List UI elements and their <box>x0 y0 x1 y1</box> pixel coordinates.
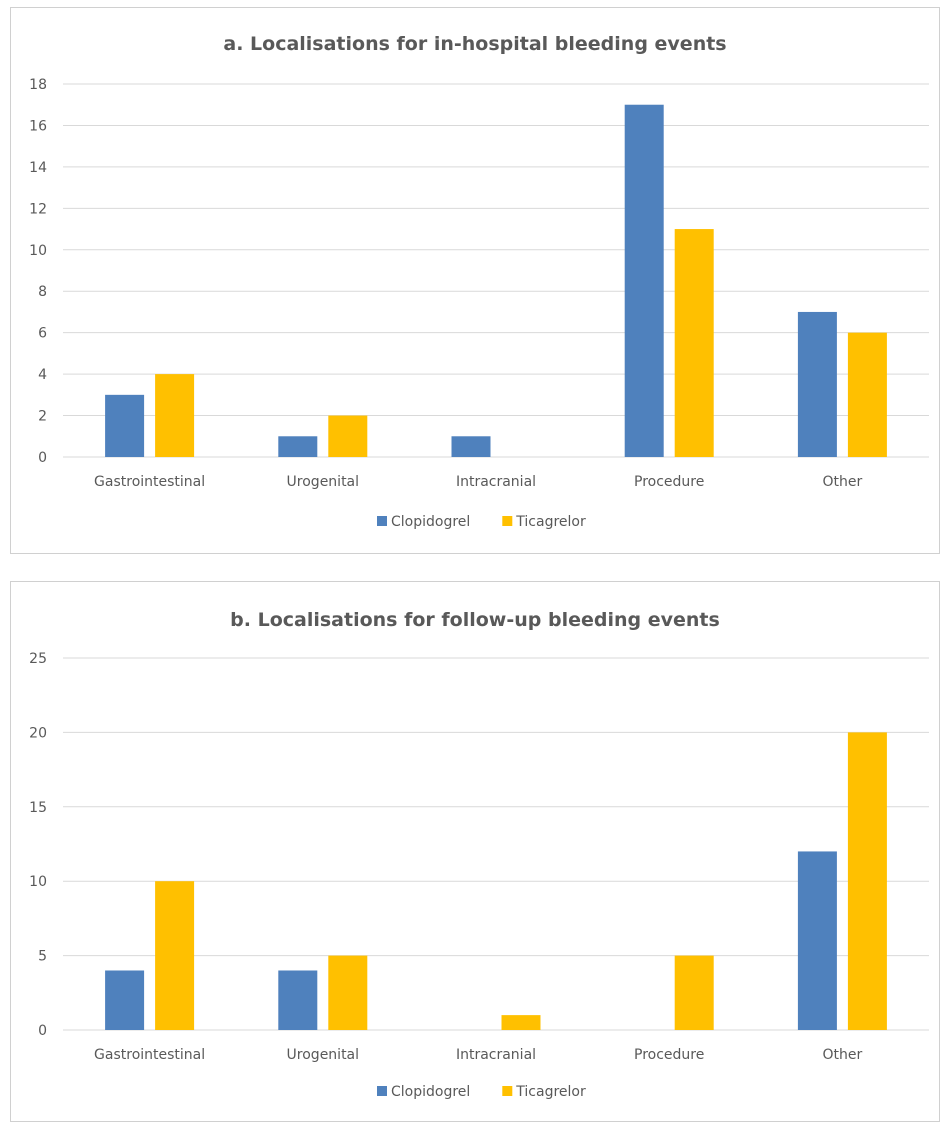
chart-b-bar-clopidogrel-gastrointestinal <box>105 970 145 1030</box>
chart-a-legend-label-clopidogrel: Clopidogrel <box>391 514 470 530</box>
chart-b-xtick-label: Procedure <box>634 1047 704 1063</box>
chart-b: b. Localisations for follow-up bleeding … <box>29 609 929 1100</box>
chart-a-bar-clopidogrel-urogenital <box>278 436 318 457</box>
chart-b-ytick-label: 5 <box>38 949 47 965</box>
chart-b-bar-ticagrelor-intracranial <box>501 1015 541 1030</box>
chart-b-ytick-label: 25 <box>29 651 47 667</box>
chart-a-ytick-label: 6 <box>38 326 47 342</box>
chart-a-ytick-label: 14 <box>29 160 47 176</box>
chart-b-ytick-label: 0 <box>38 1023 47 1039</box>
chart-a: a. Localisations for in-hospital bleedin… <box>29 33 929 530</box>
chart-b-bar-ticagrelor-gastrointestinal <box>155 881 195 1030</box>
chart-a-bar-ticagrelor-other <box>847 332 887 457</box>
chart-b-ytick-label: 10 <box>29 874 47 890</box>
chart-b-bar-clopidogrel-other <box>797 851 837 1030</box>
chart-b-bar-clopidogrel-urogenital <box>278 970 318 1030</box>
chart-b-bar-ticagrelor-urogenital <box>328 955 368 1030</box>
chart-b-xtick-label: Intracranial <box>456 1047 536 1063</box>
chart-a-bar-ticagrelor-procedure <box>674 229 714 457</box>
chart-a-bar-ticagrelor-urogenital <box>328 415 368 457</box>
chart-b-xtick-label: Urogenital <box>287 1047 359 1063</box>
chart-a-ytick-label: 18 <box>29 77 47 93</box>
chart-b-legend-label-clopidogrel: Clopidogrel <box>391 1084 470 1100</box>
chart-a-bar-ticagrelor-gastrointestinal <box>155 374 195 457</box>
chart-b-legend-label-ticagrelor: Ticagrelor <box>515 1084 586 1100</box>
chart-a-bar-clopidogrel-intracranial <box>451 436 491 457</box>
chart-b-bar-ticagrelor-procedure <box>674 955 714 1030</box>
chart-a-xtick-label: Urogenital <box>287 474 359 490</box>
chart-a-ytick-label: 12 <box>29 201 47 217</box>
chart-a-xtick-label: Gastrointestinal <box>94 474 205 490</box>
chart-a-bar-clopidogrel-procedure <box>624 104 664 457</box>
chart-a-ytick-label: 4 <box>38 367 47 383</box>
chart-a-bar-clopidogrel-gastrointestinal <box>105 394 145 457</box>
chart-b-bar-ticagrelor-other <box>847 732 887 1030</box>
chart-a-xtick-label: Procedure <box>634 474 704 490</box>
chart-a-ytick-label: 2 <box>38 409 47 425</box>
chart-a-ytick-label: 10 <box>29 243 47 259</box>
chart-b-ytick-label: 15 <box>29 800 47 816</box>
chart-b-legend-swatch-ticagrelor <box>502 1086 513 1096</box>
chart-panel-b: b. Localisations for follow-up bleeding … <box>10 581 940 1122</box>
chart-b-xtick-label: Gastrointestinal <box>94 1047 205 1063</box>
chart-b-xtick-label: Other <box>823 1047 863 1063</box>
chart-a-title: a. Localisations for in-hospital bleedin… <box>223 33 726 55</box>
chart-a-legend-swatch-clopidogrel <box>377 516 387 526</box>
chart-b-legend-swatch-clopidogrel <box>377 1086 387 1096</box>
chart-a-xtick-label: Other <box>823 474 863 490</box>
chart-a-legend-swatch-ticagrelor <box>502 516 513 526</box>
chart-a-ytick-label: 8 <box>38 284 47 300</box>
chart-a-bar-clopidogrel-other <box>797 311 837 457</box>
chart-a-ytick-label: 16 <box>29 118 47 134</box>
chart-b-ytick-label: 20 <box>29 725 47 741</box>
chart-a-xtick-label: Intracranial <box>456 474 536 490</box>
chart-a-ytick-label: 0 <box>38 450 47 466</box>
chart-b-title: b. Localisations for follow-up bleeding … <box>230 609 720 631</box>
chart-panel-a: a. Localisations for in-hospital bleedin… <box>10 7 940 554</box>
chart-a-legend-label-ticagrelor: Ticagrelor <box>515 514 586 530</box>
